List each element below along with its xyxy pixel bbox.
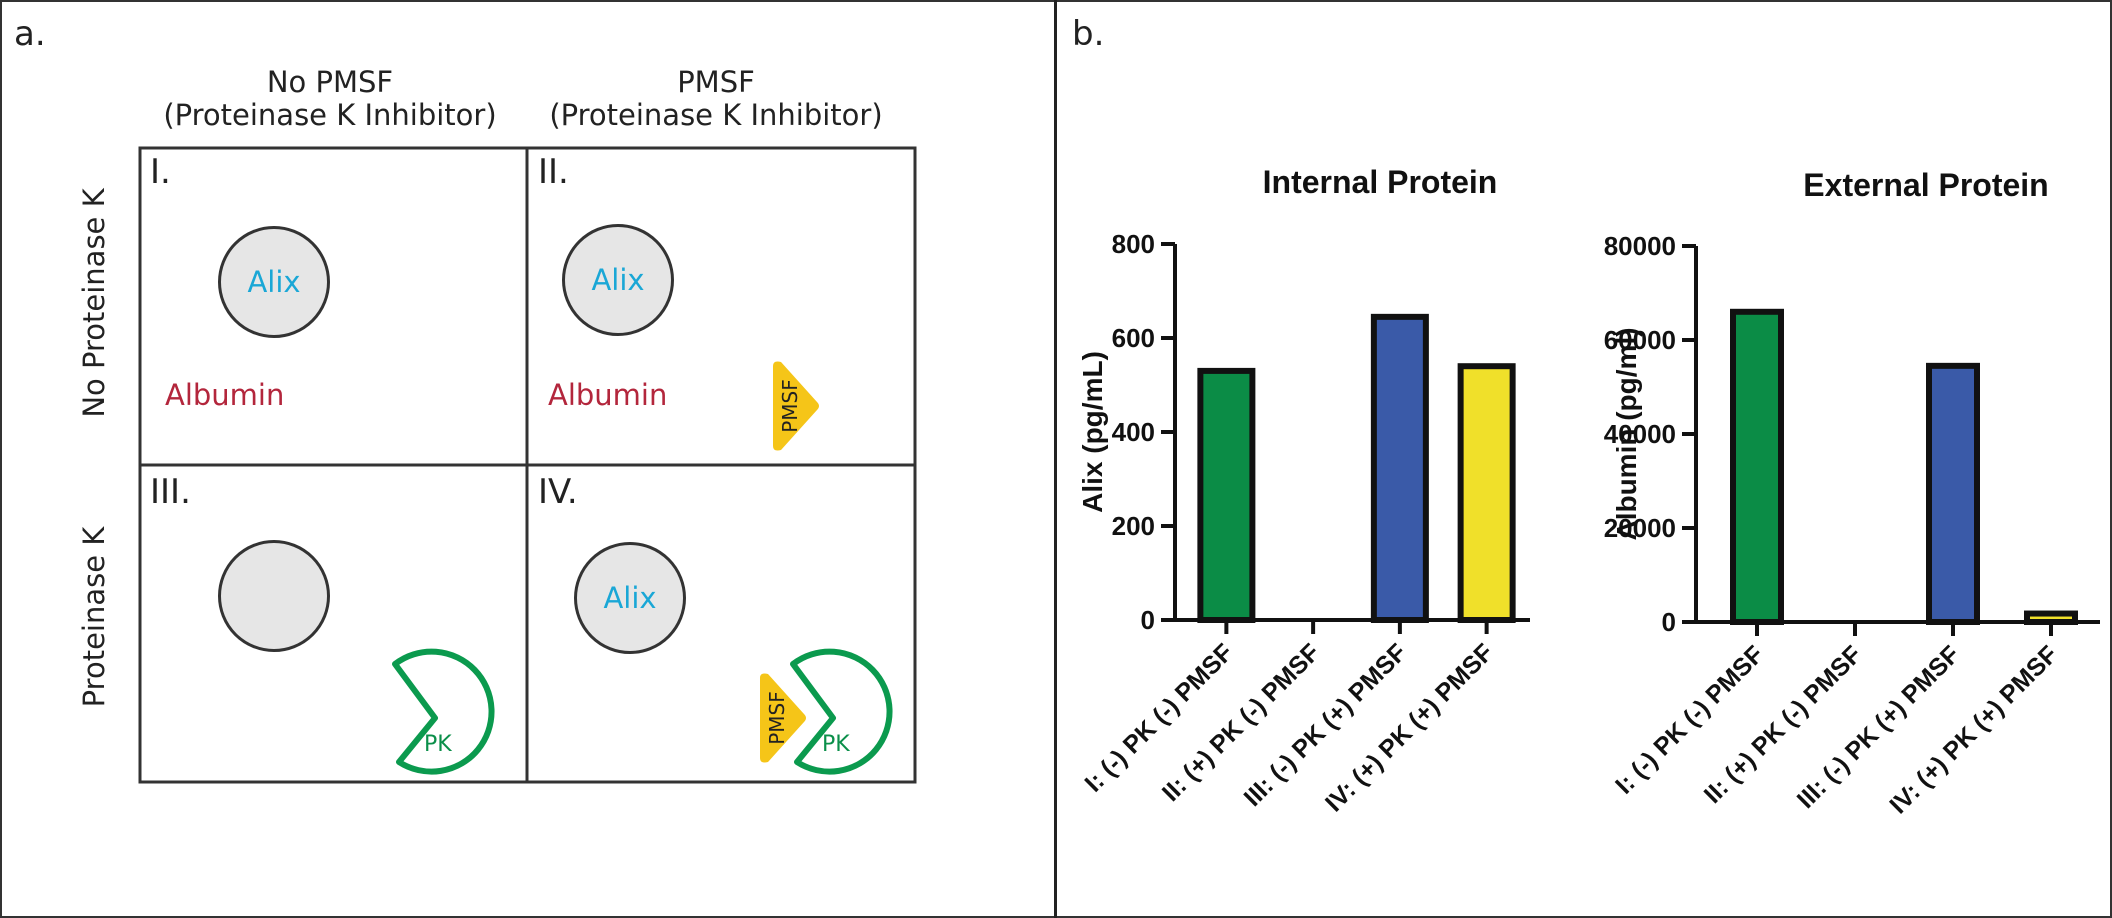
chart-title: External Protein (1803, 167, 2048, 203)
y-tick-label: 20000 (1604, 513, 1676, 543)
col-header-line2: (Proteinase K Inhibitor) (163, 98, 497, 132)
col-header-line1: No PMSF (266, 65, 394, 99)
alix-label: Alix (247, 265, 301, 299)
bar (1926, 362, 1980, 625)
vesicle-cell-iii-empty (218, 540, 330, 652)
proteinase-k-icon (392, 648, 495, 775)
y-axis-label: Alix (pg/mL) (1077, 351, 1108, 513)
proteinase-k-icon (790, 648, 893, 775)
bar (1457, 363, 1516, 623)
x-tick-label: III: (-) PK (+) PMSF (1239, 638, 1412, 811)
panel-divider (1054, 0, 1057, 918)
y-tick-label: 0 (1141, 605, 1155, 635)
pmsf-inhibitor-icon (773, 361, 819, 451)
y-tick-label: 200 (1112, 511, 1155, 541)
col-header-no-pmsf: No PMSF (Proteinase K Inhibitor) (150, 66, 510, 132)
albumin-label-cell-ii: Albumin (548, 378, 668, 412)
alix-label: Alix (591, 263, 645, 297)
internal-protein-chart: Internal Protein Alix (pg/mL) 0 200 400 600 80… (1077, 164, 1530, 817)
vesicle-cell-i: Alix (218, 226, 330, 338)
bar (1370, 313, 1429, 623)
pk-label-cell-iv: PK (822, 732, 850, 757)
cell-numeral-i: I. (150, 152, 171, 192)
panel-b-letter: b. (1072, 14, 1105, 54)
pmsf-inhibitor-icon (760, 673, 806, 763)
y-tick-label: 0 (1662, 607, 1676, 637)
cell-numeral-iii: III. (150, 472, 191, 512)
pk-label-cell-iii: PK (424, 732, 452, 757)
panel-a-letter: a. (14, 14, 46, 54)
x-tick-label: III: (-) PK (+) PMSF (1792, 640, 1965, 813)
chart-title: Internal Protein (1263, 164, 1498, 200)
y-tick-label: 60000 (1604, 325, 1676, 355)
y-tick-label: 80000 (1604, 231, 1676, 261)
alix-label: Alix (603, 581, 657, 615)
y-tick-label: 400 (1112, 417, 1155, 447)
condition-grid (138, 146, 917, 784)
y-tick-label: 600 (1112, 323, 1155, 353)
albumin-label-cell-i: Albumin (165, 378, 285, 412)
col-header-pmsf: PMSF (Proteinase K Inhibitor) (536, 66, 896, 132)
pmsf-label-cell-ii: PMSF (778, 379, 802, 433)
vesicle-cell-ii: Alix (562, 224, 674, 336)
external-protein-chart: External Protein Albumin (pg/ml) 0 20000 400… (1604, 167, 2100, 819)
bar (1197, 367, 1256, 623)
y-tick-label: 40000 (1604, 419, 1676, 449)
x-tick-label: I: (-) PK (-) PMSF (1079, 638, 1238, 797)
cell-numeral-iv: IV. (538, 472, 578, 512)
y-tick-label: 800 (1112, 229, 1155, 259)
x-tick-label: IV: (+) PK (+) PMSF (1884, 640, 2063, 819)
col-header-line1: PMSF (677, 65, 755, 99)
bar (2024, 610, 2078, 626)
y-axis-label: Albumin (pg/ml) (1611, 327, 1642, 540)
col-header-line2: (Proteinase K Inhibitor) (549, 98, 883, 132)
x-tick-label: IV: (+) PK (+) PMSF (1320, 638, 1499, 817)
bar (1730, 308, 1784, 626)
vesicle-cell-iv: Alix (574, 542, 686, 654)
cell-numeral-ii: II. (538, 152, 569, 192)
x-tick-label: II: (+) PK (-) PMSF (1157, 638, 1326, 807)
